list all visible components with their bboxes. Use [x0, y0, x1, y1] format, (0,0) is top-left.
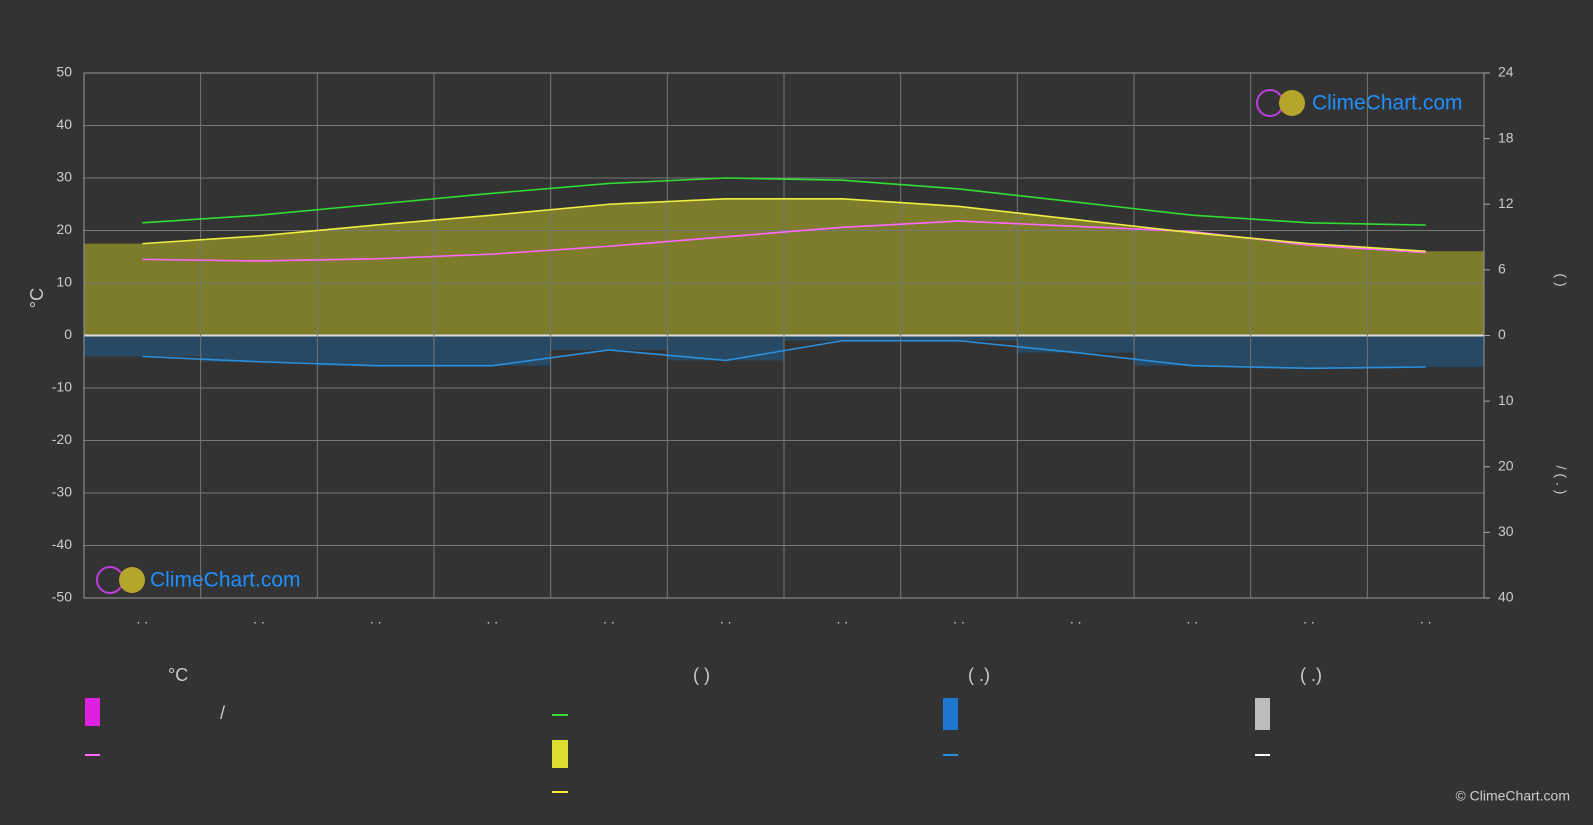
legend-header: ( .): [968, 665, 990, 685]
legend-swatch: [552, 740, 568, 768]
logo-sun: [1279, 90, 1305, 116]
legend-swatch: [943, 698, 958, 730]
x-tick-label: . .: [253, 611, 265, 627]
precipitation-bar: [434, 335, 551, 366]
y-tick-label: 30: [56, 169, 72, 185]
x-tick-label: . .: [836, 611, 848, 627]
series-line: [142, 177, 1426, 226]
y2-tick-label: 0: [1498, 326, 1506, 342]
legend-swatch: [1255, 698, 1270, 730]
x-tick-label: . .: [1303, 611, 1315, 627]
copyright: © ClimeChart.com: [1455, 788, 1570, 804]
plot-frame: [83, 72, 1485, 599]
legend-header: ( .): [1300, 665, 1322, 685]
legend-header: ( ): [693, 665, 710, 685]
series-line: [142, 197, 1426, 253]
y3-axis-label: / ( . ): [1553, 466, 1569, 495]
precipitation-bar: [1017, 335, 1134, 353]
x-tick-label: . .: [953, 611, 965, 627]
y-tick-label: 10: [56, 274, 72, 290]
x-tick-label: . .: [136, 611, 148, 627]
precipitation-bar: [317, 335, 434, 366]
y-axis-label: °C: [27, 288, 47, 308]
y2-tick-label: 18: [1498, 129, 1514, 145]
logo-text: ClimeChart.com: [150, 569, 301, 592]
y3-tick-label: 20: [1498, 457, 1514, 473]
y-tick-label: -30: [52, 484, 72, 500]
legend-swatch: [85, 698, 100, 726]
x-tick-label: . .: [1186, 611, 1198, 627]
legend-label: /: [220, 703, 225, 723]
logo-sun: [119, 567, 145, 593]
y-tick-label: -50: [52, 589, 72, 605]
precipitation-bar: [200, 335, 318, 362]
y-tick-label: -10: [52, 379, 72, 395]
precipitation-bar: [550, 335, 668, 350]
y-tick-label: 0: [64, 326, 72, 342]
logo-text: ClimeChart.com: [1312, 92, 1463, 115]
y-tick-label: 50: [56, 64, 72, 80]
series-line: [142, 339, 1426, 370]
precipitation-bar: [784, 335, 901, 341]
y3-tick-label: 40: [1498, 589, 1514, 605]
precipitation-bar: [1250, 335, 1368, 369]
y3-tick-label: 30: [1498, 523, 1514, 539]
y2-tick-label: 12: [1498, 195, 1514, 211]
y3-tick-label: 10: [1498, 392, 1514, 408]
y-tick-label: -40: [52, 536, 72, 552]
x-tick-label: . .: [486, 611, 498, 627]
precipitation-bar: [84, 335, 201, 357]
y2-axis-label: ( ): [1553, 273, 1569, 286]
x-tick-label: . .: [370, 611, 382, 627]
y2-tick-label: 24: [1498, 64, 1514, 80]
plot: [83, 72, 1490, 599]
y2-tick-label: 6: [1498, 261, 1506, 277]
logo-top: ClimeChart.com: [1256, 89, 1463, 117]
logo-bottom: ClimeChart.com: [96, 566, 301, 594]
y-tick-label: 40: [56, 116, 72, 132]
x-tick-label: . .: [1420, 611, 1432, 627]
x-tick-label: . .: [1070, 611, 1082, 627]
legend-header: °C: [168, 665, 188, 685]
precipitation-bar: [900, 335, 1018, 341]
precipitation-bar: [1367, 335, 1484, 367]
x-tick-label: . .: [720, 611, 732, 627]
x-tick-label: . .: [603, 611, 615, 627]
y-tick-label: 20: [56, 221, 72, 237]
y-tick-label: -20: [52, 431, 72, 447]
